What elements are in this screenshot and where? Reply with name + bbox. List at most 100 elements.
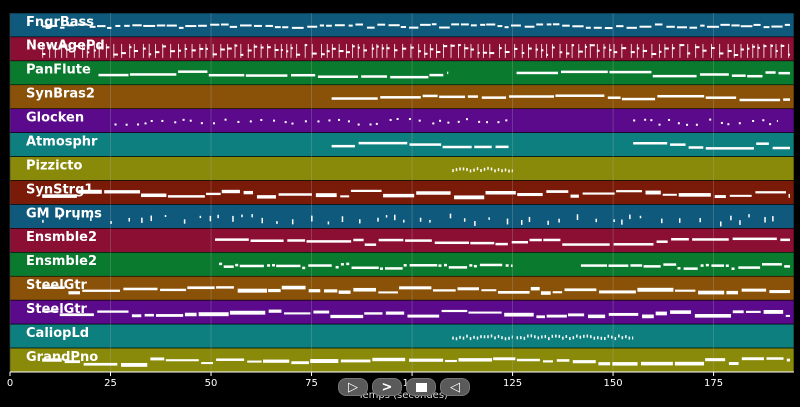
note — [514, 43, 516, 58]
note — [470, 24, 477, 27]
note — [678, 218, 681, 223]
stop-icon — [415, 382, 427, 392]
note — [516, 336, 519, 340]
note — [296, 43, 298, 58]
note — [689, 26, 698, 29]
note — [788, 193, 790, 198]
note — [97, 310, 129, 313]
note — [460, 23, 469, 26]
note — [470, 241, 495, 245]
note — [104, 190, 141, 194]
note — [720, 121, 723, 124]
note — [562, 243, 610, 246]
note — [555, 94, 605, 97]
note — [597, 336, 599, 340]
note — [714, 195, 726, 199]
note — [668, 118, 671, 121]
note — [97, 25, 106, 28]
note — [564, 288, 597, 292]
track-lane — [9, 36, 795, 62]
note — [639, 25, 652, 28]
note — [504, 337, 507, 341]
forward-button[interactable]: > — [372, 378, 402, 396]
note — [457, 287, 479, 291]
note — [776, 119, 778, 122]
note — [381, 47, 385, 50]
note — [105, 46, 110, 49]
note — [439, 95, 466, 99]
note — [98, 73, 129, 77]
note — [516, 358, 540, 362]
note — [331, 97, 378, 100]
note — [200, 122, 203, 125]
note — [544, 335, 547, 339]
note — [570, 194, 579, 198]
note — [462, 336, 465, 340]
note — [155, 43, 157, 58]
note — [658, 50, 662, 53]
note — [376, 45, 379, 48]
note — [445, 359, 457, 363]
note — [253, 45, 258, 48]
note — [361, 75, 388, 78]
note — [221, 189, 240, 194]
note — [191, 49, 196, 52]
note — [438, 264, 442, 267]
note — [61, 43, 63, 58]
note — [131, 314, 142, 318]
stop-button[interactable] — [406, 378, 436, 396]
note — [771, 25, 783, 28]
note — [224, 118, 227, 121]
note — [572, 360, 596, 364]
note — [93, 49, 96, 52]
note — [465, 118, 468, 121]
note — [335, 265, 339, 269]
note — [671, 47, 675, 50]
note — [455, 168, 458, 172]
note — [511, 240, 528, 244]
note — [296, 53, 301, 56]
note — [402, 47, 407, 50]
note — [403, 264, 407, 267]
note — [291, 219, 294, 225]
note — [164, 214, 167, 218]
note — [345, 51, 351, 54]
note — [481, 289, 497, 292]
x-axis-label: Temps (secondes) — [357, 390, 448, 401]
note — [308, 289, 321, 293]
note — [447, 121, 450, 124]
note — [338, 50, 344, 53]
note — [267, 46, 271, 49]
note — [201, 362, 213, 365]
note — [311, 52, 317, 55]
note — [657, 94, 705, 98]
note — [695, 123, 698, 126]
note — [621, 43, 623, 58]
rewind-button[interactable]: ◁ — [440, 378, 470, 396]
note — [434, 241, 469, 245]
note — [569, 336, 571, 340]
note — [670, 310, 692, 314]
note — [562, 336, 564, 340]
note — [765, 71, 776, 74]
note — [380, 96, 421, 99]
note — [543, 238, 561, 242]
note — [705, 96, 737, 99]
note — [315, 193, 337, 198]
note — [501, 169, 503, 173]
note — [386, 43, 388, 58]
note — [555, 334, 557, 338]
note — [42, 53, 46, 56]
note — [253, 43, 255, 58]
note — [516, 71, 559, 75]
note — [486, 23, 496, 26]
track-label: Glocken — [26, 111, 84, 126]
note — [223, 265, 234, 268]
note — [613, 43, 615, 58]
note — [271, 263, 275, 267]
play-button[interactable]: ▷ — [338, 378, 368, 396]
note — [711, 264, 725, 267]
note — [442, 145, 472, 149]
note — [546, 190, 569, 193]
